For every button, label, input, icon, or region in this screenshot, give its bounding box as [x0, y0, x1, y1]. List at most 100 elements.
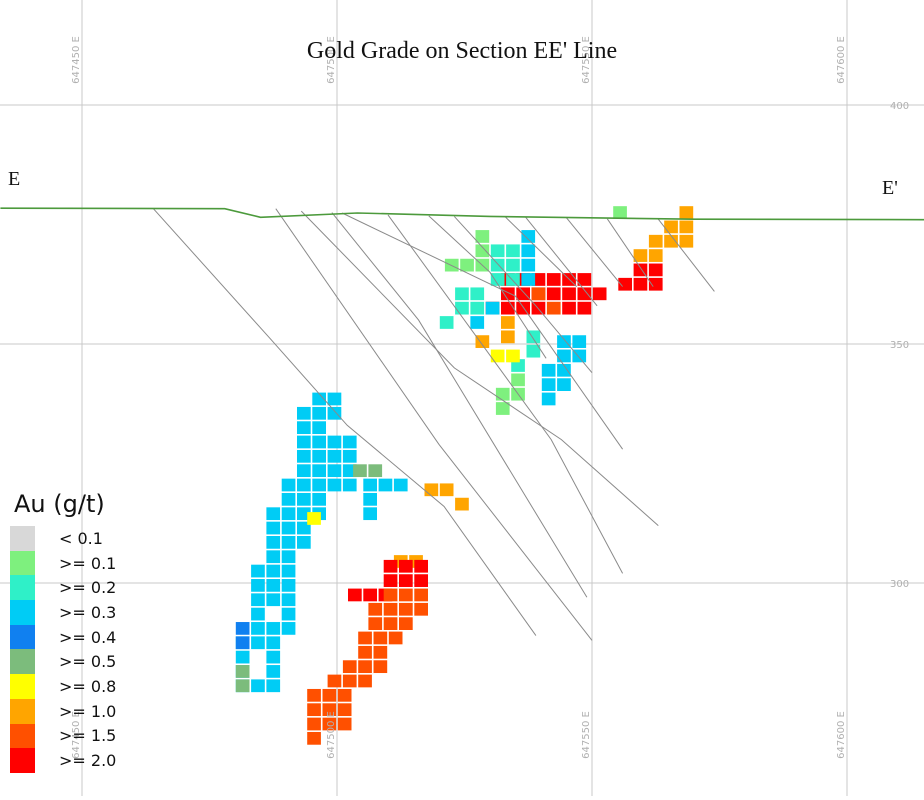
grade-block-0-3 — [297, 478, 311, 492]
elevation-label: 300 — [890, 579, 909, 590]
legend-entry: >= 1.5 — [10, 723, 210, 749]
drillhole-trace — [275, 208, 593, 641]
drillhole-trace — [387, 214, 624, 574]
grade-block-0-3 — [363, 507, 377, 521]
grade-block-1-5 — [307, 717, 321, 731]
grade-block-0-3 — [312, 464, 326, 478]
grade-block-0-3 — [312, 478, 326, 492]
grade-block-0-3 — [557, 335, 571, 348]
drillhole-trace — [504, 216, 578, 287]
grade-block-1-5 — [322, 717, 337, 731]
grade-block-0-3 — [251, 593, 265, 607]
grade-block-0-3 — [251, 622, 265, 635]
grade-block-0-3 — [327, 449, 342, 463]
grade-block-0-5 — [235, 679, 250, 693]
drillhole-trace — [453, 216, 593, 374]
grade-block-2-0 — [383, 559, 398, 573]
grade-block-2-0 — [546, 273, 561, 286]
easting-label-bottom: 647550 E — [581, 711, 592, 759]
legend-swatch — [10, 649, 35, 675]
grade-block-0-2 — [470, 287, 485, 301]
grade-block-1-5 — [307, 731, 321, 745]
drillhole-trace — [428, 215, 547, 359]
grade-block-2-0 — [648, 263, 663, 277]
grade-block-0-3 — [266, 507, 281, 521]
grade-block-2-0 — [348, 588, 362, 602]
grade-block-0-3 — [312, 392, 326, 406]
grade-block-0-3 — [251, 564, 265, 578]
grade-block-1-0 — [679, 220, 694, 234]
grade-block-0-3 — [297, 521, 311, 535]
grade-block-0-3 — [312, 449, 326, 463]
grade-block-0-3 — [235, 650, 250, 664]
legend-label: >= 0.3 — [59, 602, 117, 622]
grade-block-0-2 — [526, 330, 541, 344]
grade-block-2-0 — [633, 277, 648, 291]
drillhole-trace — [331, 212, 588, 598]
legend-swatch — [10, 550, 35, 576]
grade-block-0-5 — [353, 464, 367, 478]
grade-block-1-0 — [455, 497, 469, 511]
grade-block-2-0 — [363, 588, 377, 602]
grade-block-0-3 — [470, 316, 485, 329]
legend-swatch — [10, 526, 35, 551]
legend-label: >= 0.2 — [59, 578, 117, 598]
drillhole-trace — [300, 210, 659, 526]
grade-block-2-0 — [501, 301, 515, 315]
legend-swatch — [10, 575, 35, 601]
grade-block-0-3 — [297, 492, 311, 506]
grade-block-1-0 — [501, 330, 515, 344]
grade-block-0-3 — [266, 622, 281, 635]
grade-block-0-3 — [327, 464, 342, 478]
grade-block-1-0 — [679, 234, 694, 248]
grade-block-0-3 — [297, 406, 311, 420]
drillhole-trace — [153, 208, 537, 636]
grade-block-0-3 — [297, 421, 311, 435]
grade-block-0-1 — [511, 373, 525, 387]
grade-block-2-0 — [414, 559, 428, 573]
grade-block-1-0 — [501, 316, 515, 329]
grade-block-0-3 — [266, 579, 281, 592]
grade-block-1-0 — [679, 206, 694, 219]
grade-block-0-3 — [327, 392, 342, 406]
legend-entry: >= 0.2 — [10, 575, 210, 601]
legend-entry: >= 0.8 — [10, 674, 210, 699]
grade-block-1-5 — [399, 617, 413, 630]
grade-block-0-3 — [266, 665, 281, 678]
grade-blocks — [235, 206, 694, 745]
easting-label-bottom: 647600 E — [836, 711, 847, 759]
grade-block-1-5 — [414, 602, 428, 616]
grade-block-0-2 — [455, 287, 469, 301]
grade-block-1-5 — [368, 617, 383, 630]
grade-block-0-3 — [521, 244, 536, 258]
grade-block-2-0 — [562, 301, 576, 315]
easting-label-top: 647600 E — [836, 36, 847, 84]
coordinate-labels: 647450 E 647450 E 647500 E 647500 E 647550 E… — [71, 36, 909, 759]
legend-label: >= 0.1 — [59, 553, 117, 573]
grade-block-0-2 — [511, 359, 525, 372]
grade-block-0-3 — [521, 230, 536, 243]
grade-block-1-5 — [388, 631, 403, 645]
legend-swatch — [10, 748, 35, 773]
grade-block-1-5 — [342, 674, 357, 688]
legend-label: >= 1.0 — [59, 701, 117, 721]
grade-block-0-3 — [327, 435, 342, 449]
grade-block-1-5 — [358, 645, 372, 659]
grade-block-1-0 — [664, 234, 678, 248]
grade-block-0-1 — [613, 206, 627, 219]
grade-block-0-3 — [281, 607, 296, 621]
section-end-label-e-prime: E' — [882, 177, 898, 199]
grade-block-0-3 — [266, 521, 281, 535]
grade-block-0-1 — [475, 230, 490, 243]
grade-block-0-3 — [251, 607, 265, 621]
grade-block-0-3 — [297, 435, 311, 449]
grade-block-0-3 — [281, 478, 296, 492]
legend-swatch — [10, 674, 35, 699]
grade-block-0-3 — [281, 564, 296, 578]
drillhole-traces — [153, 208, 715, 641]
legend-label: < 0.1 — [59, 528, 103, 548]
grade-block-0-3 — [541, 392, 556, 406]
grade-block-1-5 — [337, 703, 352, 717]
